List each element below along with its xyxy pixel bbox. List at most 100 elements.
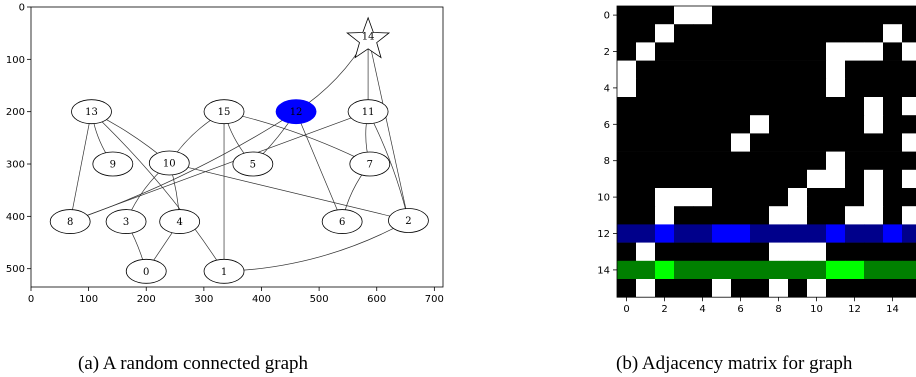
- matrix-cell: [636, 24, 656, 43]
- matrix-cell: [883, 242, 903, 262]
- matrix-cell: [674, 242, 694, 262]
- matrix-cell: [864, 188, 884, 207]
- matrix-cell: [712, 279, 732, 298]
- matrix-cell: [731, 242, 751, 262]
- graph-node-6: 6: [321, 209, 363, 234]
- matrix-cell: [617, 42, 637, 61]
- matrix-cell: [807, 60, 827, 80]
- y-tick-label: 200: [6, 107, 25, 118]
- matrix-cell: [731, 260, 751, 280]
- matrix-cell: [826, 224, 846, 243]
- node-label: 12: [290, 107, 303, 118]
- matrix-cell: [674, 6, 694, 25]
- matrix-cell: [750, 206, 770, 225]
- matrix-cell: [617, 97, 637, 116]
- matrix-cell: [902, 78, 916, 98]
- matrix-cell: [807, 133, 827, 152]
- matrix-cell: [845, 78, 865, 98]
- matrix-cell: [674, 42, 694, 61]
- matrix-cell: [845, 6, 865, 25]
- matrix-cell: [788, 279, 808, 298]
- matrix-x-tick-label: 4: [699, 304, 705, 315]
- star-node-shape: [346, 16, 391, 59]
- matrix-cell: [769, 24, 789, 43]
- graph-node-10: 10: [148, 150, 190, 176]
- matrix-cell: [636, 169, 656, 189]
- matrix-cell: [902, 115, 916, 134]
- graph-node-2: 2: [388, 208, 429, 233]
- matrix-cell: [617, 279, 637, 298]
- matrix-cell: [864, 60, 884, 80]
- matrix-cell: [750, 60, 770, 80]
- matrix-cell: [883, 97, 903, 116]
- matrix-cell: [902, 206, 916, 225]
- matrix-cell: [845, 242, 865, 262]
- matrix-cell: [655, 260, 675, 280]
- matrix-cell: [655, 169, 675, 189]
- matrix-cell: [617, 151, 637, 171]
- matrix-cell: [617, 24, 637, 43]
- matrix-cell: [788, 24, 808, 43]
- matrix-cell: [693, 42, 713, 61]
- matrix-cell: [636, 115, 656, 134]
- matrix-cell: [712, 60, 732, 80]
- graph-edge: [70, 111, 369, 222]
- node-label: 7: [367, 160, 373, 171]
- matrix-cell: [655, 279, 675, 298]
- matrix-cell: [655, 6, 675, 25]
- matrix-cell: [636, 206, 656, 225]
- matrix-cell: [902, 242, 916, 262]
- matrix-cell: [750, 6, 770, 25]
- graph-node-4: 4: [159, 209, 201, 234]
- matrix-cell: [902, 188, 916, 207]
- matrix-cell: [845, 97, 865, 116]
- matrix-cell: [750, 242, 770, 262]
- matrix-x-tick-label: 2: [661, 304, 667, 315]
- matrix-y-tick-label: 12: [597, 229, 610, 240]
- node-ellipse: [388, 208, 429, 233]
- matrix-cell: [788, 115, 808, 134]
- matrix-cell: [636, 151, 656, 171]
- matrix-cell: [674, 206, 694, 225]
- node-label: 13: [85, 107, 98, 118]
- matrix-cell: [864, 260, 884, 280]
- matrix-cell: [655, 24, 675, 43]
- matrix-cell: [750, 279, 770, 298]
- x-tick-label: 300: [194, 294, 213, 305]
- matrix-cell: [731, 97, 751, 116]
- matrix-cell: [826, 260, 846, 280]
- matrix-cell: [788, 169, 808, 189]
- matrix-cell: [902, 133, 916, 152]
- matrix-cell: [750, 169, 770, 189]
- graph-edge: [169, 162, 409, 221]
- matrix-cell: [845, 24, 865, 43]
- matrix-cell: [617, 133, 637, 152]
- node-ellipse: [349, 151, 391, 177]
- matrix-cell: [655, 224, 675, 243]
- matrix-x-tick-label: 10: [810, 304, 823, 315]
- caption-a: (a) A random connected graph: [78, 353, 309, 374]
- node-ellipse: [105, 209, 147, 234]
- graph-node-1: 1: [203, 258, 245, 284]
- matrix-cell: [883, 188, 903, 207]
- matrix-cell: [807, 42, 827, 61]
- matrix-cell: [788, 206, 808, 225]
- matrix-x-tick-label: 8: [775, 304, 781, 315]
- matrix-y-tick-label: 8: [604, 156, 610, 167]
- matrix-cell: [807, 6, 827, 25]
- matrix-cell: [731, 6, 751, 25]
- matrix-cell: [826, 151, 846, 171]
- matrix-cell: [788, 78, 808, 98]
- matrix-cell: [636, 97, 656, 116]
- matrix-cell: [902, 42, 916, 61]
- node-ellipse: [49, 209, 91, 234]
- matrix-cell: [864, 115, 884, 134]
- matrix-cell: [769, 60, 789, 80]
- matrix-cell: [769, 42, 789, 61]
- matrix-cell: [674, 151, 694, 171]
- matrix-cell: [655, 206, 675, 225]
- matrix-axis-ticks: 0 2 4 6 8 10 12 14 0 2 4 6 8 10 12 14: [597, 11, 899, 316]
- node-label: 8: [67, 217, 73, 228]
- matrix-cell: [636, 242, 656, 262]
